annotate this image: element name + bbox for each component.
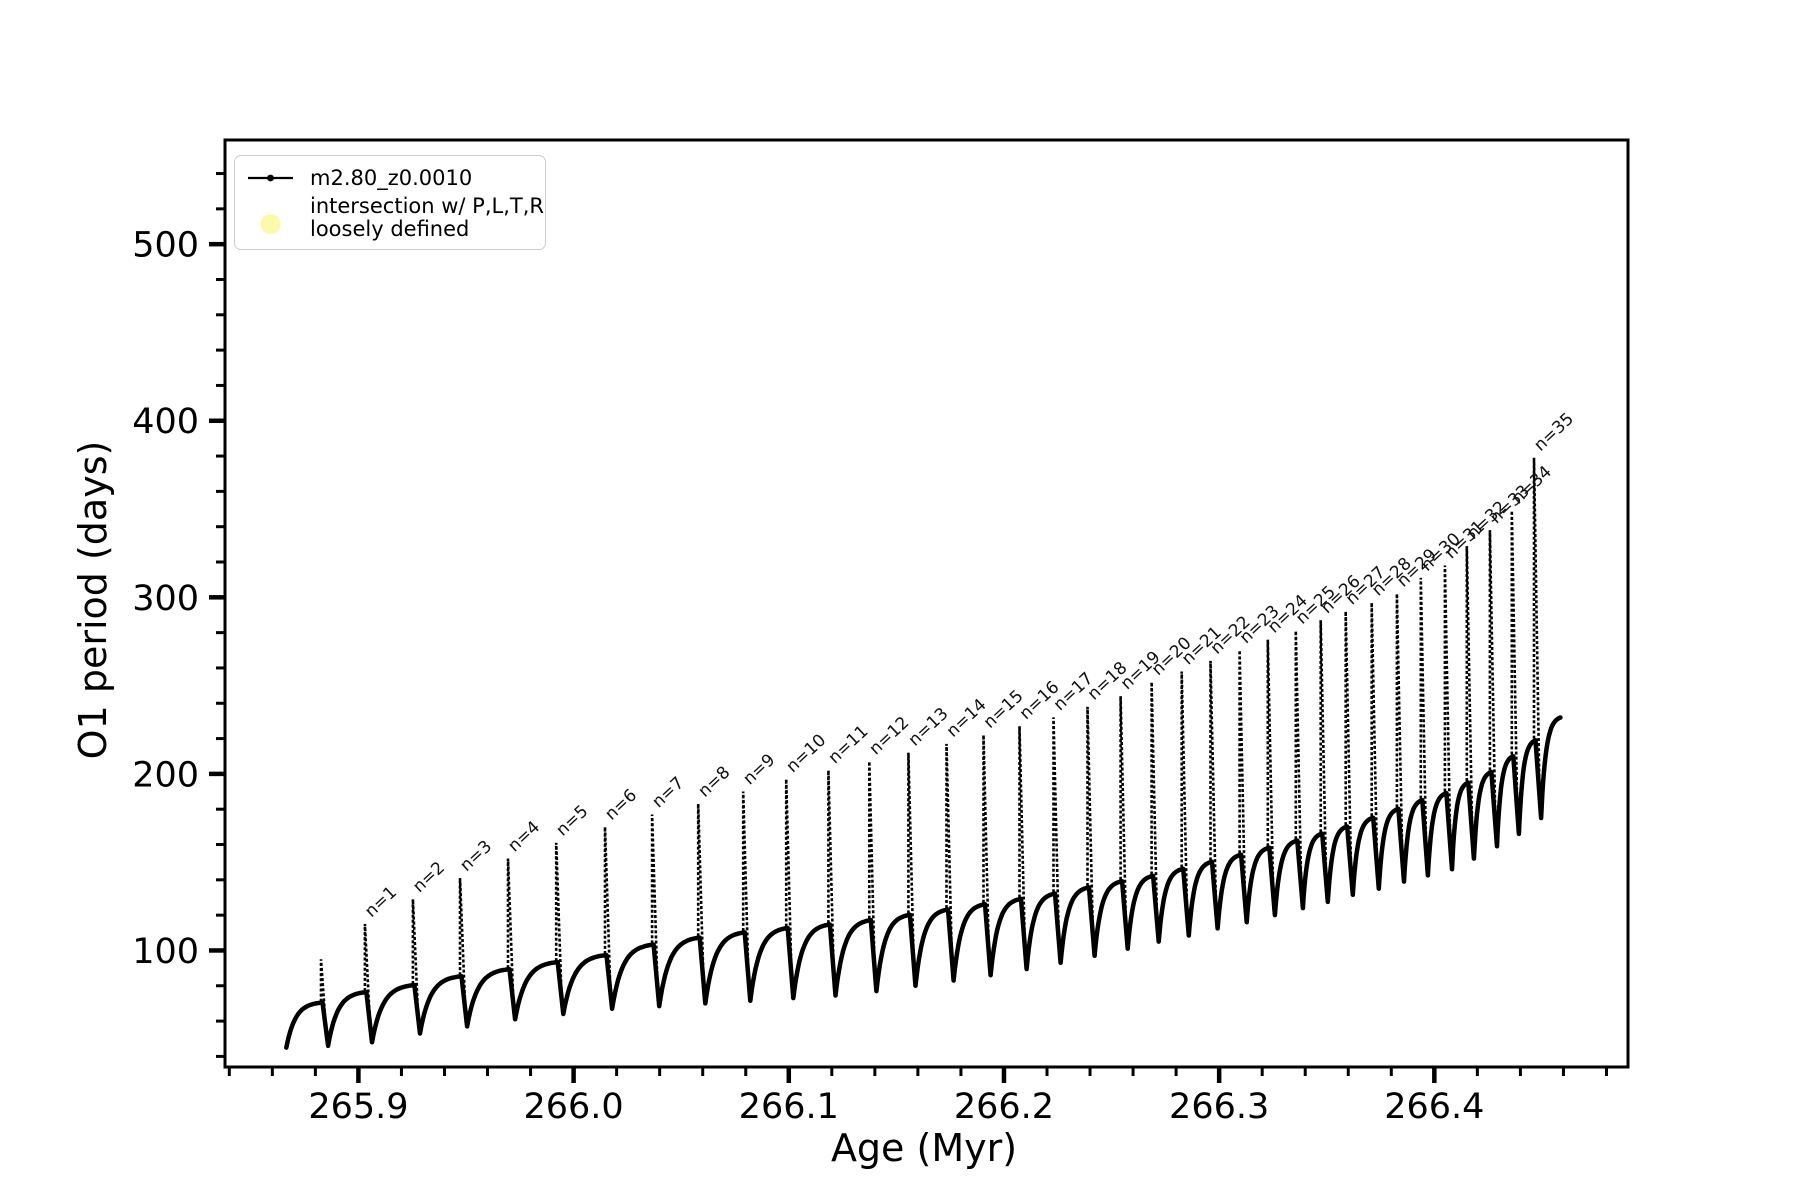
circle-marker [260,214,281,234]
series-spike [907,752,916,981]
series-spike [1319,620,1328,897]
series-spike [506,858,516,1015]
series-spike [1419,577,1428,871]
x-tick-label: 265.9 [308,1087,408,1127]
y-tick-label: 200 [132,755,199,795]
legend-label-intersection-line1: intersection w/ P,L,T,R [310,194,544,218]
spike-label: n=2 [409,858,449,897]
series-spike [1209,660,1218,924]
series-spike [1119,696,1128,944]
x-tick-label: 266.1 [739,1087,839,1127]
legend: m2.80_z0.0010 intersection w/ P,L,T,R lo… [234,155,546,250]
spike-label: n=10 [782,730,830,776]
y-tick-label: 500 [132,226,199,266]
spikes [319,457,1542,1041]
series-spike [1532,457,1542,813]
legend-label-series: m2.80_z0.0010 [310,165,473,190]
series-spike [1344,611,1353,890]
y-axis-label: O1 period (days) [71,440,115,760]
series-spike [696,803,706,999]
spike-label: n=9 [739,750,779,789]
spike-label: n=4 [504,817,544,856]
legend-entry-series: m2.80_z0.0010 [241,161,535,195]
series-spike [411,899,420,1029]
series-spike [1018,726,1027,964]
series-spike [1294,630,1303,903]
annotations: n=1n=2n=3 n=4 n=5 n=6 n=7 n=8 n=9 n=10n=11n=12n… [361,409,1578,922]
series-spike [458,878,468,1022]
y-tick-label: 400 [132,402,199,442]
series-spike [868,761,877,986]
series-spike [554,842,564,1009]
series-baseline [284,715,1563,1050]
y-tick-label: 100 [132,932,199,972]
spike-label: n=3 [456,837,496,876]
x-tick-label: 266.0 [523,1087,623,1127]
series-spike [1443,565,1452,864]
spike-label: n=6 [601,785,641,824]
spike-label: n=8 [694,762,734,801]
x-tick-label: 266.3 [1169,1087,1269,1127]
x-axis-label: Age (Myr) [830,1126,1018,1170]
series-spike [1150,682,1159,937]
series-spike [1266,639,1275,910]
plot-frame [223,138,1630,1069]
series-spike [319,959,329,1041]
series-spike [741,791,751,996]
series-spike [650,814,660,1001]
series-spike [1086,706,1095,951]
spike-label: n=35 [1530,409,1578,455]
spike-label: n=7 [648,773,688,812]
line-dot-marker [248,174,293,182]
series-spike [1465,546,1474,854]
legend-entry-intersection: intersection w/ P,L,T,R loosely defined [241,195,544,241]
y-tick-label: 300 [132,579,199,619]
series-spike [363,923,372,1038]
x-tick-label: 266.2 [954,1087,1054,1127]
x-tick-label: 266.4 [1384,1087,1484,1127]
spike-label: n=1 [361,883,401,922]
series-spike [1510,510,1519,829]
legend-label-intersection-line2: loosely defined [310,217,470,241]
series-spike [945,743,954,976]
series-spike [1180,671,1189,931]
ticks [209,172,1608,1083]
tick-labels: 265.9 266.0 266.1 266.2 266.3 266.4 100 200 300 4… [132,226,1484,1127]
legend-label-intersection: intersection w/ P,L,T,R loosely defined [310,195,544,241]
series-spike [1238,650,1247,917]
series-spike [1052,717,1061,958]
spike-label: n=5 [552,801,592,840]
series-spike [1488,530,1497,842]
series-spike [603,826,613,1004]
